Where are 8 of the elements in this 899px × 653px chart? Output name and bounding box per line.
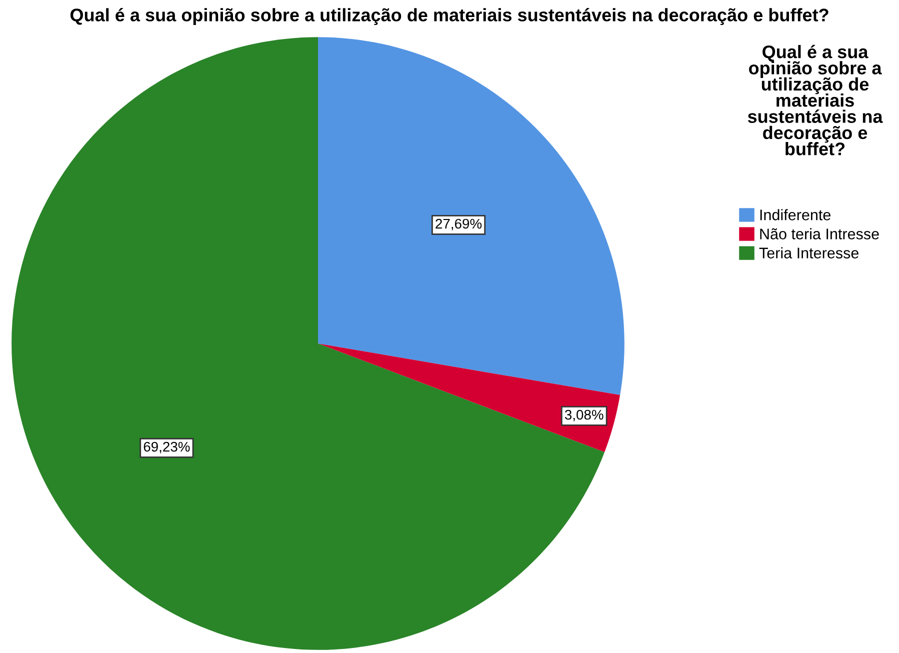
- legend-label: Indiferente: [760, 209, 830, 220]
- legend-label: Não teria Intresse: [760, 228, 879, 240]
- legend-title: Qual é a sua opinião sobre a utilização de materiais sustentáveis na decoração e buffet?: [748, 44, 883, 156]
- data-label: 3,08%: [564, 410, 604, 422]
- chart-title: Qual é a sua opinião sobre a utilização de materiais sustentáveis na decoração e buffet?: [70, 8, 828, 25]
- data-label: 27,69%: [436, 218, 482, 230]
- data-label: 69,23%: [144, 442, 190, 454]
- legend-label: Teria Interesse: [759, 247, 858, 258]
